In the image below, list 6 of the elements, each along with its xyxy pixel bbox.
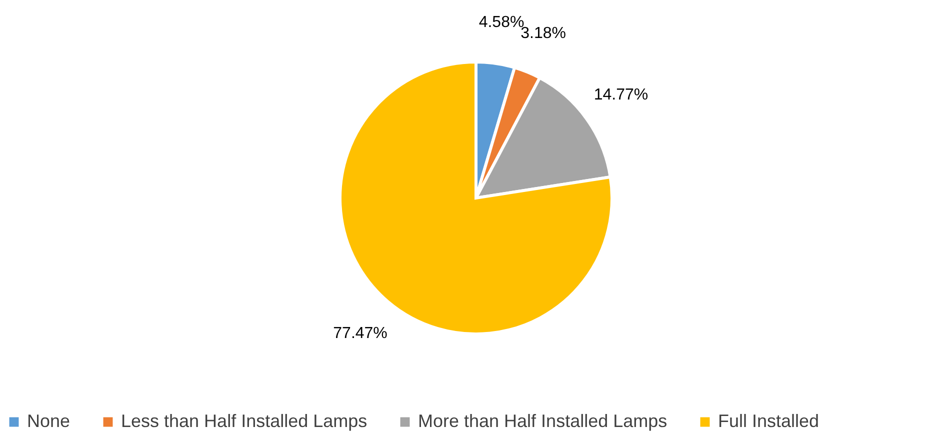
legend-label: None — [27, 411, 70, 431]
legend-label: Full Installed — [718, 411, 820, 431]
data-label: 77.47% — [333, 325, 388, 342]
data-label: 14.77% — [594, 86, 648, 104]
legend-label: More than Half Installed Lamps — [418, 411, 668, 431]
legend-label: Less than Half Installed Lamps — [121, 411, 368, 431]
